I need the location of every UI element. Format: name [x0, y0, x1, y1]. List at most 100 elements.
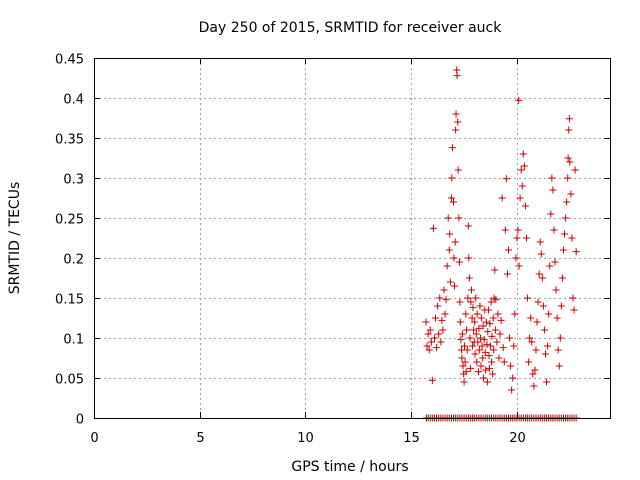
data-point	[472, 330, 480, 338]
y-tick-label: 0.45	[55, 53, 84, 68]
x-axis-label: GPS time / hours	[291, 459, 408, 475]
data-point	[570, 306, 578, 314]
data-point	[553, 314, 561, 322]
data-point	[461, 342, 469, 350]
data-point	[442, 296, 450, 304]
data-point	[469, 304, 477, 312]
data-point	[515, 262, 523, 270]
data-point	[507, 362, 515, 370]
data-point	[451, 238, 459, 246]
data-point	[531, 366, 539, 374]
data-point	[496, 330, 504, 338]
data-point	[561, 230, 569, 238]
data-point	[451, 282, 459, 290]
data-point	[448, 144, 456, 152]
data-point	[474, 368, 482, 376]
data-point	[524, 294, 532, 302]
data-point	[503, 270, 511, 278]
data-point	[521, 202, 529, 210]
data-point	[518, 182, 526, 190]
data-point	[440, 286, 448, 294]
data-point	[546, 262, 554, 270]
data-point	[529, 370, 537, 378]
y-tick-label: 0.1	[63, 333, 84, 348]
data-point	[504, 246, 512, 254]
data-point	[464, 294, 472, 302]
data-point	[479, 354, 487, 362]
data-point	[548, 174, 556, 182]
data-point	[484, 328, 492, 336]
data-point	[511, 310, 519, 318]
data-point	[472, 294, 480, 302]
data-point	[463, 326, 471, 334]
data-point	[530, 382, 538, 390]
data-point	[450, 198, 458, 206]
data-point	[447, 194, 455, 202]
data-point	[506, 334, 514, 342]
data-point	[549, 186, 557, 194]
data-point	[540, 326, 548, 334]
data-point	[482, 318, 490, 326]
data-point	[479, 322, 487, 330]
data-point	[459, 362, 467, 370]
data-point	[433, 344, 441, 352]
x-tick-label: 5	[196, 431, 204, 446]
data-point	[477, 314, 485, 322]
data-point	[480, 336, 488, 344]
data-point	[539, 302, 547, 310]
data-point	[532, 346, 540, 354]
data-point	[528, 338, 536, 346]
data-point	[480, 374, 488, 382]
data-point	[566, 158, 574, 166]
data-point	[563, 198, 571, 206]
data-point	[475, 346, 483, 354]
data-point	[456, 298, 464, 306]
data-point	[483, 378, 491, 386]
data-point	[568, 234, 576, 242]
data-point	[445, 246, 453, 254]
data-point	[498, 194, 506, 202]
data-point	[493, 338, 501, 346]
data-point	[495, 354, 503, 362]
data-point	[551, 258, 559, 266]
data-point	[460, 378, 468, 386]
data-point	[465, 254, 473, 262]
data-point	[569, 294, 577, 302]
data-point	[519, 150, 527, 158]
data-point	[485, 364, 493, 372]
data-point	[497, 316, 505, 324]
data-point	[526, 334, 534, 342]
data-point	[478, 342, 486, 350]
data-point	[500, 358, 508, 366]
data-point	[468, 314, 476, 322]
data-point	[443, 262, 451, 270]
data-point	[473, 358, 481, 366]
data-point	[432, 314, 440, 322]
data-point	[572, 248, 580, 256]
data-point	[535, 270, 543, 278]
y-tick-label: 0	[76, 413, 84, 428]
data-point	[448, 174, 456, 182]
data-point	[476, 302, 484, 310]
data-point	[487, 298, 495, 306]
data-point	[488, 332, 496, 340]
data-point	[428, 376, 436, 384]
data-points	[422, 66, 580, 422]
data-point	[471, 350, 479, 358]
data-point	[488, 358, 496, 366]
y-tick-label: 0.25	[55, 213, 84, 228]
data-point	[471, 318, 479, 326]
data-point	[465, 274, 473, 282]
data-point	[544, 342, 552, 350]
data-point	[514, 226, 522, 234]
data-point	[491, 266, 499, 274]
data-point	[489, 314, 497, 322]
data-point	[454, 166, 462, 174]
data-point	[499, 344, 507, 352]
data-point	[509, 374, 517, 382]
data-point	[427, 338, 435, 346]
data-point	[423, 342, 431, 350]
grid	[94, 58, 610, 418]
data-point	[501, 226, 509, 234]
